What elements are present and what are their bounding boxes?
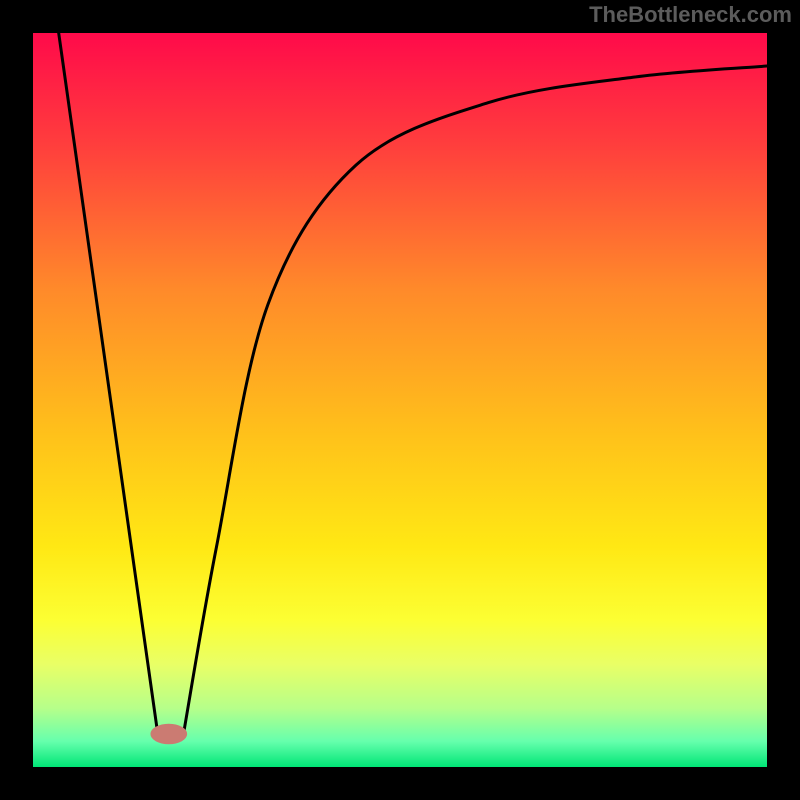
gradient-background	[33, 33, 767, 767]
valley-marker	[150, 724, 187, 745]
chart-canvas	[0, 0, 800, 800]
bottleneck-chart: TheBottleneck.com	[0, 0, 800, 800]
source-watermark: TheBottleneck.com	[589, 2, 792, 28]
